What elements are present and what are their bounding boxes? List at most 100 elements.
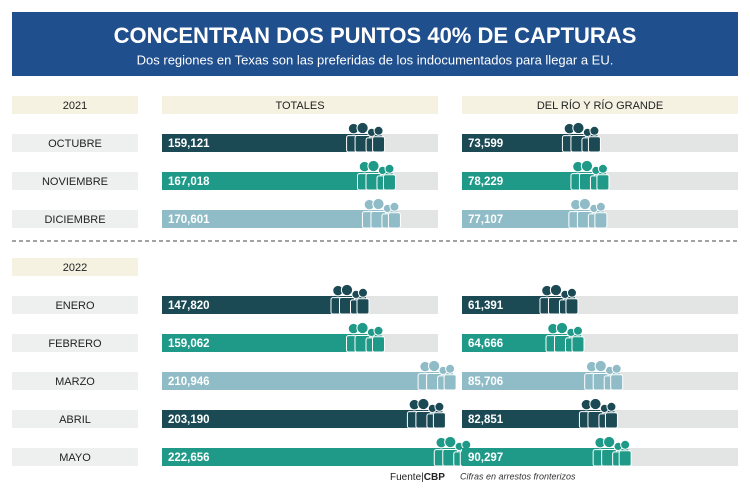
value-label: 77,107	[468, 214, 503, 226]
row-label: ABRIL	[59, 414, 91, 426]
person-body	[618, 450, 632, 467]
family-icon	[561, 121, 601, 153]
person-head	[572, 325, 583, 336]
person-head	[580, 159, 594, 173]
person-head	[367, 159, 380, 173]
person-head	[589, 397, 602, 411]
row-label: DICIEMBRE	[44, 214, 105, 226]
value-label: 85,706	[468, 376, 503, 388]
person-head	[434, 401, 445, 412]
family-icon	[356, 159, 396, 191]
subtitle: Dos regiones en Texas son las preferidas…	[137, 52, 614, 67]
row-label-box	[12, 410, 138, 428]
person-body	[372, 136, 386, 153]
person-body	[610, 374, 624, 391]
bar	[162, 296, 366, 314]
person-head	[597, 163, 608, 174]
title: CONCENTRAN DOS PUNTOS 40% DE CAPTURAS	[114, 23, 637, 48]
person-body	[387, 212, 401, 229]
bar	[162, 410, 443, 428]
person-body	[594, 212, 608, 229]
panel-title: TOTALES	[275, 100, 324, 112]
value-label: 210,946	[168, 376, 210, 388]
family-icon	[406, 397, 446, 429]
row-label-box	[12, 296, 138, 314]
row-label: ENERO	[55, 300, 95, 312]
person-body	[604, 412, 618, 429]
person-head	[373, 125, 384, 136]
person-head	[620, 439, 631, 450]
family-icon	[578, 397, 618, 429]
person-head	[589, 125, 600, 136]
row-label: OCTUBRE	[48, 138, 102, 150]
value-label: 64,666	[468, 338, 503, 350]
person-head	[444, 435, 457, 449]
value-label: 167,018	[168, 176, 210, 188]
year-label: 2022	[63, 262, 87, 274]
value-label: 78,229	[468, 176, 503, 188]
family-icon	[361, 197, 401, 229]
value-label: 222,656	[168, 452, 210, 464]
person-head	[566, 287, 577, 298]
person-head	[373, 325, 384, 336]
family-icon	[584, 359, 624, 391]
bar	[462, 410, 615, 428]
panel-title: DEL RÍO Y RÍO GRANDE	[537, 99, 663, 112]
source: Fuente|CBP	[390, 472, 445, 483]
value-label: 203,190	[168, 414, 210, 426]
person-head	[603, 435, 616, 449]
person-head	[389, 201, 400, 212]
person-head	[427, 359, 441, 373]
value-label: 170,601	[168, 214, 210, 226]
value-label: 61,391	[468, 300, 504, 312]
bar	[162, 134, 382, 152]
bar	[162, 172, 393, 190]
value-label: 159,121	[168, 138, 210, 150]
person-body	[432, 412, 446, 429]
family-icon	[346, 321, 386, 353]
person-head	[340, 283, 354, 297]
panel-header	[462, 96, 738, 114]
person-head	[384, 163, 395, 174]
person-head	[606, 401, 617, 412]
person-body	[571, 336, 585, 353]
bar	[462, 448, 629, 466]
row-label-box	[12, 210, 138, 228]
person-head	[555, 321, 569, 335]
row-label-box	[12, 372, 138, 390]
value-label: 159,062	[168, 338, 210, 350]
person-body	[356, 298, 370, 315]
family-icon	[539, 283, 579, 315]
row-label-box	[12, 448, 138, 466]
bar	[462, 172, 606, 190]
person-head	[356, 321, 369, 335]
person-body	[443, 374, 457, 391]
bar	[162, 448, 470, 466]
family-icon	[592, 435, 632, 467]
header-band	[12, 12, 738, 76]
family-icon	[346, 121, 386, 153]
person-head	[578, 197, 592, 211]
person-head	[356, 121, 369, 135]
person-head	[357, 287, 368, 298]
row-label-box	[12, 172, 138, 190]
person-head	[445, 363, 456, 374]
person-head	[594, 359, 607, 373]
person-body	[565, 298, 579, 315]
row-label: FEBRERO	[48, 338, 102, 350]
row-label-box	[12, 334, 138, 352]
value-label: 82,851	[468, 414, 504, 426]
family-icon	[417, 359, 457, 391]
person-body	[372, 336, 386, 353]
value-label: 90,297	[468, 452, 503, 464]
family-icon	[570, 159, 610, 191]
person-head	[611, 363, 622, 374]
family-icon	[330, 283, 370, 315]
row-label: NOVIEMBRE	[42, 176, 108, 188]
row-label: MAYO	[59, 452, 91, 464]
row-label-box	[12, 134, 138, 152]
bar	[162, 334, 382, 352]
bar	[162, 372, 454, 390]
person-head	[595, 201, 606, 212]
